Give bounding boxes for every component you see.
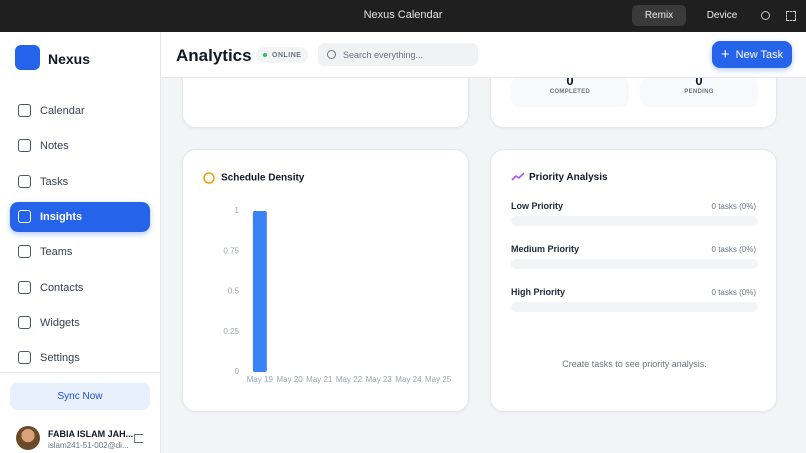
stat-value: 0 xyxy=(695,73,703,88)
avatar xyxy=(16,426,40,450)
refresh-icon[interactable] xyxy=(761,11,770,20)
nav-item[interactable]: Settings xyxy=(10,343,150,373)
nav-label: Insights xyxy=(40,211,83,223)
nav-item[interactable]: Tasks xyxy=(10,167,150,197)
device-button[interactable]: Device xyxy=(697,5,747,26)
nav-label: Contacts xyxy=(40,282,84,294)
priority-count: 0 tasks (0%) xyxy=(711,202,756,211)
sidebar: Nexus Calendar Notes Tasks Insights Team… xyxy=(0,32,161,453)
nav-item[interactable]: Notes xyxy=(10,131,150,161)
nav-label: Teams xyxy=(40,246,73,258)
y-tick-label: 0.5 xyxy=(228,287,240,296)
remix-label: Remix xyxy=(644,10,674,21)
sync-button[interactable]: Sync Now xyxy=(10,383,150,410)
stat-label: COMPLETED xyxy=(549,89,591,95)
user-email: islam241-51-002@di... xyxy=(48,441,129,450)
top-bar: Nexus Calendar Remix Device xyxy=(0,0,806,32)
x-tick-label: May 24 xyxy=(395,375,422,384)
nav-item[interactable]: Teams xyxy=(10,237,150,267)
stat-box: 0 COMPLETED xyxy=(511,73,629,107)
x-tick-label: May 20 xyxy=(276,375,303,384)
new-task-button[interactable]: + New Task xyxy=(712,41,792,68)
x-tick-label: May 25 xyxy=(425,375,452,384)
y-tick-label: 1 xyxy=(235,206,240,215)
device-label: Device xyxy=(706,10,738,21)
search-placeholder: Search everything... xyxy=(343,49,424,60)
status-label: ONLINE xyxy=(272,51,302,59)
logout-icon[interactable] xyxy=(134,434,143,443)
page-title: Analytics xyxy=(176,46,252,65)
chart-card: Schedule Density 0 0.25 0.5 0.75 1 May 19 May … xyxy=(182,149,469,412)
nav-label: Settings xyxy=(40,352,80,364)
y-tick-label: 0 xyxy=(235,367,240,376)
y-tick-label: 0.25 xyxy=(223,327,239,336)
fullscreen-icon[interactable] xyxy=(786,11,796,21)
window-title: Nexus Calendar xyxy=(363,9,443,21)
stat-label: PENDING xyxy=(684,89,714,95)
priority-card: Priority Analysis Low Priority 0 tasks (… xyxy=(490,149,777,412)
x-tick-label: May 23 xyxy=(366,375,393,384)
priority-bar xyxy=(511,216,758,226)
y-tick-label: 0.75 xyxy=(223,246,239,255)
nav-label: Calendar xyxy=(40,105,85,117)
nav-label: Notes xyxy=(40,140,69,152)
stat-box: 0 PENDING xyxy=(640,73,758,107)
priority-bar xyxy=(511,302,758,312)
sync-label: Sync Now xyxy=(57,391,103,402)
user-name: FABIA ISLAM JAH... xyxy=(48,429,134,439)
remix-button[interactable]: Remix xyxy=(632,5,686,26)
new-task-label: New Task xyxy=(735,48,784,61)
chart-icon xyxy=(203,172,215,184)
brand: Nexus xyxy=(48,51,91,67)
priority-empty: Create tasks to see priority analysis. xyxy=(562,359,707,369)
x-tick-label: May 21 xyxy=(306,375,333,384)
priority-count: 0 tasks (0%) xyxy=(711,288,756,297)
nav-label: Widgets xyxy=(40,317,80,329)
priority-count: 0 tasks (0%) xyxy=(711,245,756,254)
stat-value: 0 xyxy=(566,73,574,88)
search-box[interactable]: Search everything... xyxy=(318,43,478,66)
nav-item[interactable]: Contacts xyxy=(10,273,150,303)
nav-item[interactable]: Widgets xyxy=(10,308,150,338)
trend-icon xyxy=(511,172,525,181)
status-pill: ONLINE xyxy=(256,47,309,63)
bar xyxy=(252,211,267,372)
nav-label: Tasks xyxy=(40,176,69,188)
chart-title: Schedule Density xyxy=(221,173,305,184)
priority-label: Low Priority xyxy=(511,201,564,211)
brand-icon xyxy=(15,45,40,70)
nav-item[interactable]: Calendar xyxy=(10,96,150,126)
header: Analytics ONLINE Search everything... + N… xyxy=(161,32,806,78)
divider xyxy=(0,372,160,373)
priority-label: Medium Priority xyxy=(511,244,580,254)
x-tick-label: May 19 xyxy=(247,375,274,384)
x-tick-label: May 22 xyxy=(336,375,363,384)
priority-label: High Priority xyxy=(511,287,566,297)
nav-item-active[interactable]: Insights xyxy=(10,202,150,232)
priority-title: Priority Analysis xyxy=(529,172,608,183)
priority-bar xyxy=(511,259,758,269)
